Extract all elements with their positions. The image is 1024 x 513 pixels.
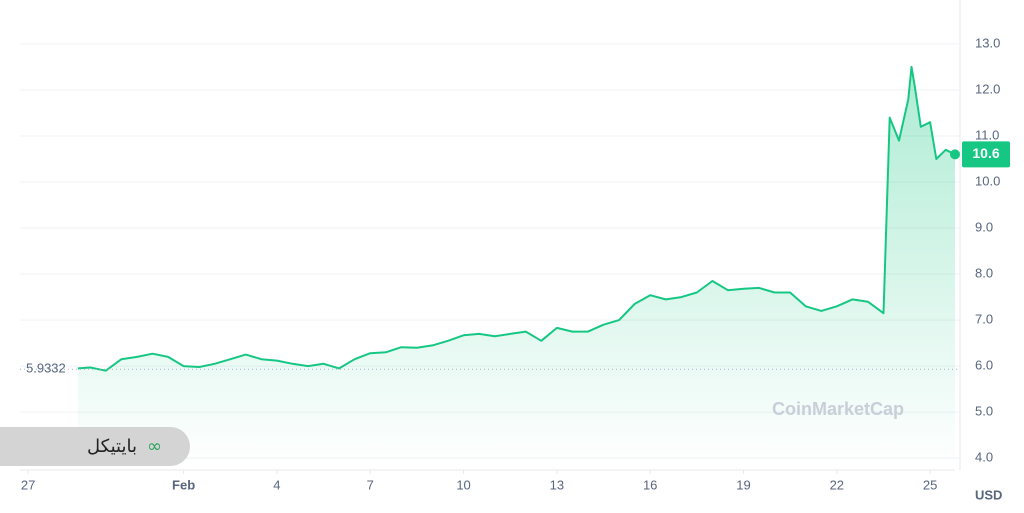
badge: بایتیکل ∞ [0,427,190,466]
badge-icon: ∞ [147,436,162,457]
last-point [950,149,960,160]
y-tick-label: 11.0 [975,127,999,142]
y-tick-label: 8.0 [975,265,993,280]
price-tag [962,141,1010,168]
y-tick-label: 13.0 [975,35,1000,50]
x-tick-label: Feb [172,477,195,492]
y-tick-label: 9.0 [975,219,993,234]
price-area [77,66,955,467]
x-tick-label: 4 [273,477,280,492]
x-tick-label: 25 [923,477,937,492]
x-tick-label: 19 [736,477,750,492]
x-tick-label: 7 [367,477,374,492]
y-unit: USD [975,487,1002,502]
y-tick-label: 6.0 [975,358,993,373]
y-tick-label: 10.0 [975,173,1000,188]
x-tick-label: 10 [456,477,470,492]
badge-text: بایتیکل [87,436,137,457]
x-tick-label: 22 [830,477,844,492]
y-tick-label: 5.0 [975,404,993,419]
y-tick-label: 12.0 [975,81,1000,96]
reference-label: 5.9332 [26,361,66,376]
watermark: CoinMarketCap [772,399,904,419]
price-line [77,65,956,372]
price-tag-label: 10.6 [972,145,999,161]
y-tick-label: 4.0 [975,450,993,465]
y-tick-label: 7.0 [975,312,993,327]
x-tick-label: 27 [21,477,35,492]
x-tick-label: 16 [643,477,657,492]
x-tick-label: 13 [550,477,564,492]
